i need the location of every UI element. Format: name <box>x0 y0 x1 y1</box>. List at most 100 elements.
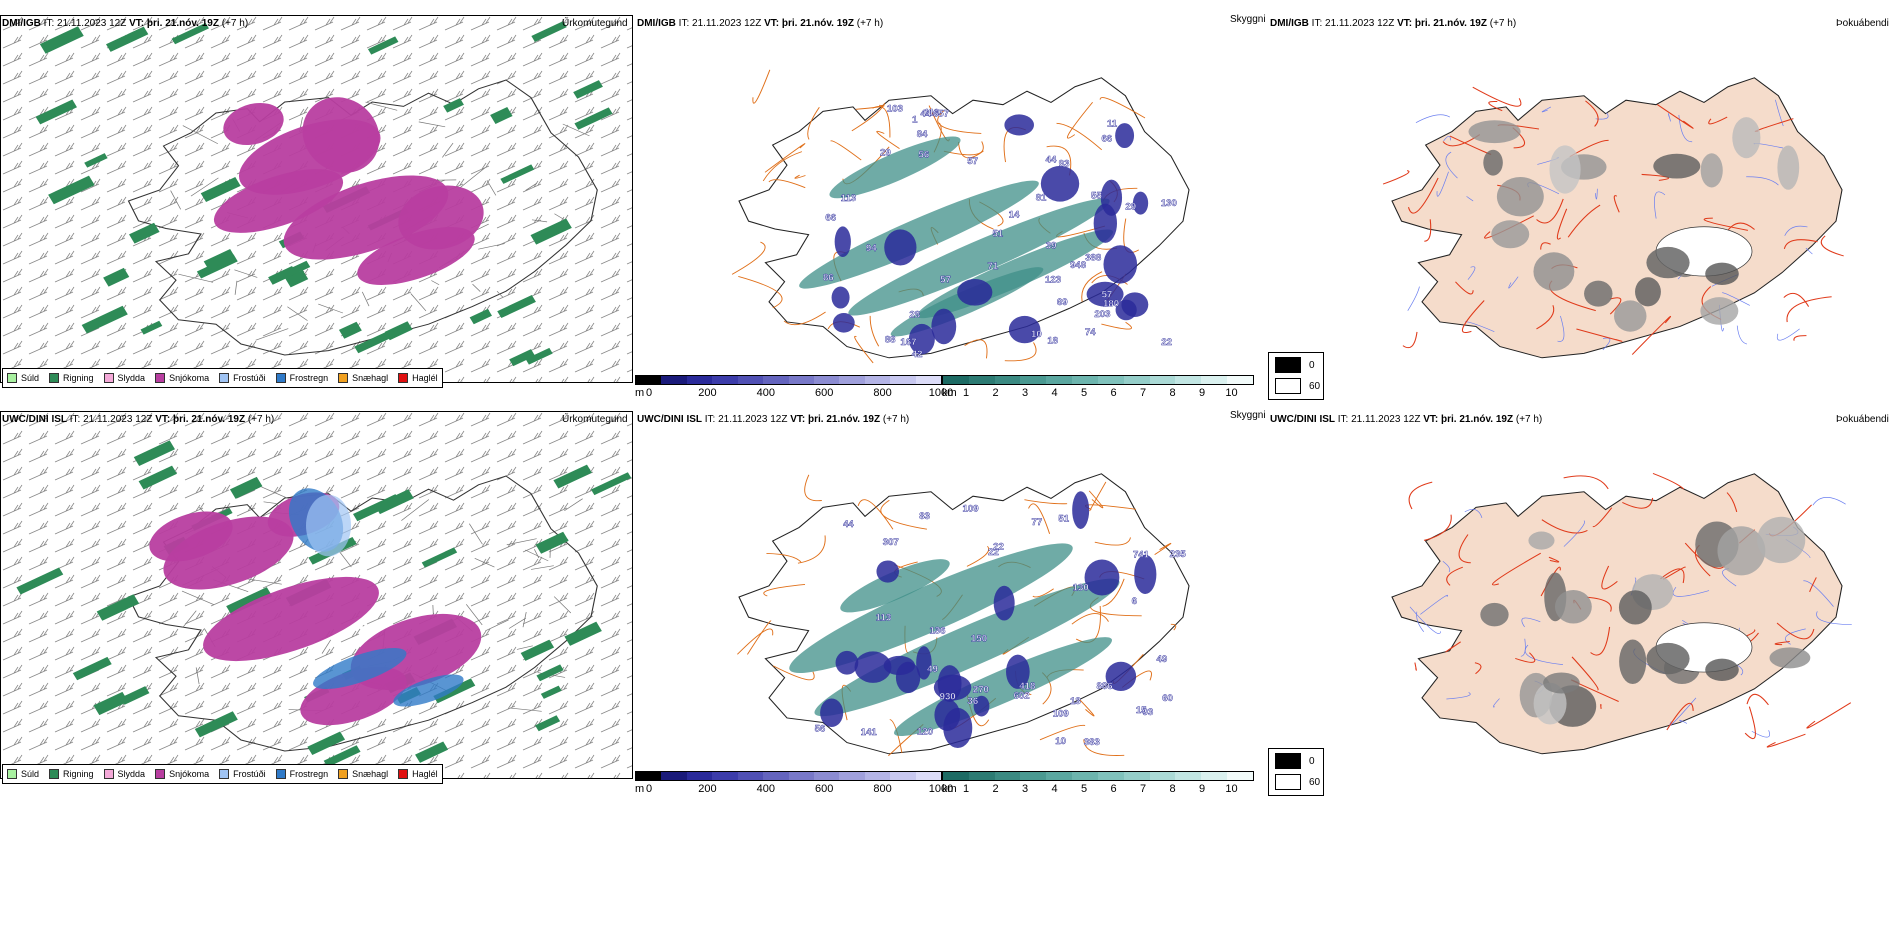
legend-item: Haglél <box>398 769 438 779</box>
precip-header: DMI/IGB IT: 21.11.2023 12Z VT: þri. 21.n… <box>2 18 248 29</box>
visibility-map: 886 93 120 150 109 15 60 418 77 13 130 383 56 307 109 1… <box>737 473 1190 757</box>
visibility-label: 49 <box>1157 654 1168 664</box>
legend-item: Súld <box>7 373 39 383</box>
legend-swatch <box>49 373 60 383</box>
fog-legend-swatch <box>1275 357 1301 373</box>
visibility-label: 60 <box>1162 693 1173 703</box>
visibility-label: 93 <box>1059 159 1070 169</box>
it-value: 21.11.2023 12Z <box>57 18 127 29</box>
vt-label: VT: <box>1397 18 1413 29</box>
visibility-label: 51 <box>1058 514 1069 524</box>
vis-km-ticks: km 1 2 3 4 5 6 7 8 9 10 <box>942 387 1252 401</box>
vis-km-tick: 5 <box>1080 387 1088 399</box>
visibility-label: 81 <box>1036 193 1047 203</box>
offset: (+7 h) <box>1515 414 1543 425</box>
vis-m-ticks: m 0 200 400 600 800 1000 <box>635 783 953 797</box>
visibility-label: 57 <box>967 156 978 166</box>
visibility-label: 948 <box>1070 260 1086 270</box>
visibility-label: 11 <box>1107 119 1117 129</box>
visibility-label: 10 <box>1055 736 1066 746</box>
fog-legend-swatch <box>1275 774 1301 790</box>
vis-m-tick: 200 <box>698 783 717 795</box>
vis-m-tick: 0 <box>645 387 653 399</box>
offset: (+7 h) <box>247 414 275 425</box>
vis-m-ticks: m 0 200 400 600 800 1000 <box>635 387 953 401</box>
visibility-label: 10 <box>1031 330 1042 340</box>
it-label: IT: <box>1337 414 1349 425</box>
legend-item: Frostúði <box>219 769 266 779</box>
legend-label: Frostúði <box>233 373 266 383</box>
offset: (+7 h) <box>221 18 249 29</box>
visibility-label: 113 <box>841 193 856 203</box>
visibility-label: 83 <box>919 511 930 521</box>
visibility-label: 22 <box>1161 337 1172 347</box>
visibility-label: 42 <box>912 349 923 359</box>
visibility-label: 123 <box>1045 275 1061 285</box>
visibility-label: 56 <box>815 724 826 734</box>
vis-km-tick: 1 <box>962 387 970 399</box>
legend-label: Snjókoma <box>169 373 210 383</box>
fog-legend-label: 0 <box>1309 359 1315 371</box>
visibility-panel: 886 93 120 150 109 15 60 418 77 13 130 383 56 307 109 1… <box>635 424 1265 779</box>
visibility-label: 69 <box>1057 297 1068 307</box>
vis-m-tick: 400 <box>756 387 775 399</box>
visibility-label: 741 <box>1133 550 1149 560</box>
visibility-label: 66 <box>1101 134 1112 144</box>
visibility-label: 36 <box>968 696 979 706</box>
vis-km-tick: 3 <box>1021 783 1029 795</box>
vt-value: þri. 21.nóv. 19Z <box>808 414 881 425</box>
vt-value: þri. 21.nóv. 19Z <box>1441 414 1514 425</box>
legend-label: Snæhagl <box>352 769 389 779</box>
visibility-label: 74 <box>1085 327 1097 337</box>
vis-m-tick: 400 <box>756 783 775 795</box>
visibility-label: 71 <box>988 262 999 272</box>
visibility-label: 886 <box>1097 681 1113 691</box>
legend-swatch <box>103 373 114 383</box>
legend-swatch <box>338 373 349 383</box>
visibility-label: 84 <box>917 129 929 139</box>
visibility-label: 39 <box>1046 241 1057 251</box>
it-value: 21.11.2023 12Z <box>692 18 762 29</box>
legend-item: Haglél <box>398 373 438 383</box>
visibility-label: 13 <box>1070 696 1081 706</box>
legend-swatch <box>219 769 230 779</box>
vis-km-colorbar <box>942 771 1254 781</box>
visibility-label: 930 <box>940 692 956 702</box>
fog-legend-item: 60 <box>1275 378 1320 394</box>
precip-legend: Súld Rigning Slydda Snjókoma Frostúði Frostre… <box>2 764 443 784</box>
vis-km-unit: km <box>942 387 957 399</box>
legend-swatch <box>275 373 286 383</box>
fog-title: Þokuábendi <box>1836 414 1889 425</box>
legend-label: Slydda <box>117 769 146 779</box>
visibility-label: 270 <box>973 685 989 695</box>
vis-m-tick: 200 <box>698 387 717 399</box>
visibility-label: 109 <box>1053 709 1069 719</box>
it-label: IT: <box>704 414 716 425</box>
visibility-label: 150 <box>971 634 987 644</box>
vis-km-tick: 5 <box>1080 783 1088 795</box>
vis-m-tick: 800 <box>873 783 892 795</box>
visibility-label: 44 <box>921 109 933 119</box>
legend-item: Frostregn <box>275 769 328 779</box>
vis-m-tick: 1000 <box>928 783 954 795</box>
visibility-label: 14 <box>1009 210 1021 220</box>
offset: (+7 h) <box>882 414 910 425</box>
visibility-label: 22 <box>988 547 999 557</box>
vis-km-tick: 6 <box>1110 783 1117 795</box>
vis-km-tick: 10 <box>1225 387 1238 399</box>
legend-label: Rigning <box>63 373 94 383</box>
visibility-label: 77 <box>1032 517 1043 527</box>
visibility-label: 180 <box>1103 299 1119 309</box>
vis-km-tick: 10 <box>1225 783 1238 795</box>
legend-swatch <box>155 373 166 383</box>
legend-swatch <box>338 769 349 779</box>
visibility-label: 119 <box>924 108 939 118</box>
fog-legend-label: 60 <box>1309 776 1321 788</box>
visibility-label: 602 <box>1014 691 1030 701</box>
vis-m-unit: m <box>635 387 645 399</box>
legend-label: Frostúði <box>233 769 266 779</box>
legend-label: Haglél <box>412 769 438 779</box>
vis-km-unit: km <box>942 783 957 795</box>
precip-type-panel <box>0 15 633 383</box>
vt-value: þri. 21.nóv. 19Z <box>1414 18 1487 29</box>
